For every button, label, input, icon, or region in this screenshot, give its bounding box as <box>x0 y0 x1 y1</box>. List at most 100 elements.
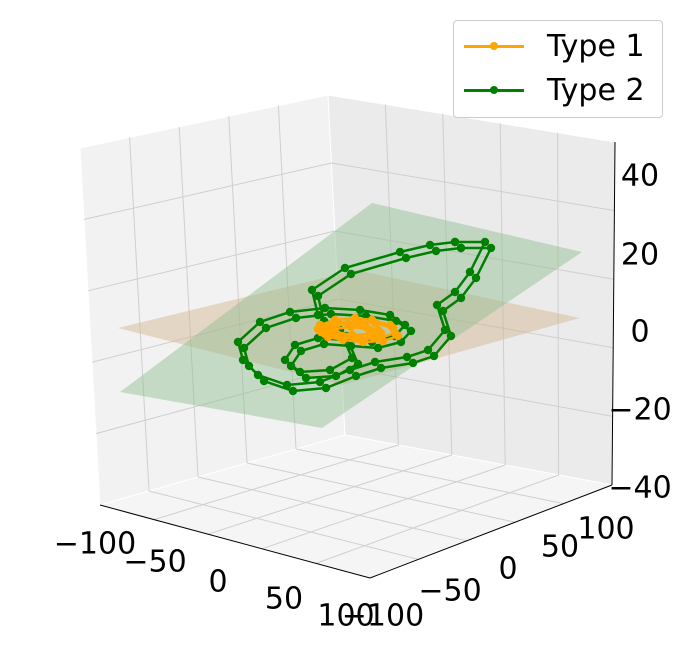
data-point-type-2 <box>331 371 341 381</box>
data-point-type-2 <box>450 287 460 297</box>
x-tick-label: 100 <box>317 599 374 634</box>
data-point-type-2 <box>239 343 249 353</box>
data-point-type-1 <box>333 330 343 340</box>
data-point-type-2 <box>438 306 448 316</box>
z-tick-label: 0 <box>630 315 649 350</box>
data-point-type-2 <box>431 246 441 256</box>
axes-panes <box>79 94 616 579</box>
data-point-type-2 <box>244 361 254 371</box>
legend-item-type-1: Type 1 <box>454 27 662 67</box>
legend-marker-type-2 <box>490 86 498 94</box>
data-point-type-2 <box>450 237 460 247</box>
data-point-type-1 <box>333 318 343 328</box>
right-pane-vgrid <box>384 104 399 446</box>
data-point-type-2 <box>456 293 466 303</box>
data-point-type-2 <box>255 317 265 327</box>
data-point-type-2 <box>261 323 271 333</box>
data-point-type-2 <box>425 240 435 250</box>
left-pane-vgrid <box>129 137 150 492</box>
y-tick-label: −50 <box>418 574 481 609</box>
data-point-type-2 <box>402 352 412 362</box>
data-point-type-2 <box>291 313 301 323</box>
floor-grid-a <box>207 454 452 535</box>
left-pane-hgrid <box>83 162 332 220</box>
data-point-type-2 <box>315 377 325 387</box>
series-type-2 <box>233 237 496 396</box>
data-point-type-1 <box>325 326 335 336</box>
legend-label-type-1: Type 1 <box>547 29 645 64</box>
x-axis-line <box>99 504 371 579</box>
data-point-type-2 <box>296 346 306 356</box>
data-point-type-2 <box>290 340 300 350</box>
data-point-type-2 <box>280 355 290 365</box>
data-point-type-2 <box>395 247 405 257</box>
data-point-type-2 <box>385 310 395 320</box>
z-tick-label: 20 <box>621 238 659 273</box>
data-point-type-2 <box>285 307 295 317</box>
data-point-type-1 <box>376 328 386 338</box>
legend-marker-type-1 <box>490 42 498 50</box>
data-point-type-2 <box>319 339 329 349</box>
y-axis-line <box>369 484 613 579</box>
data-point-type-1 <box>393 331 403 341</box>
right-pane-hgrid <box>338 298 614 349</box>
legend-label-type-2: Type 2 <box>547 73 645 108</box>
series-group <box>233 237 496 396</box>
data-point-type-2 <box>355 305 365 315</box>
data-point-type-2 <box>325 365 335 375</box>
data-point-type-2 <box>370 357 380 367</box>
data-point-type-2 <box>313 291 323 301</box>
legend-item-type-2: Type 2 <box>454 71 662 111</box>
floor-grid-b <box>197 476 467 542</box>
data-point-type-1 <box>316 327 326 337</box>
right-pane-hgrid <box>334 230 614 280</box>
y-tick-label: −100 <box>342 599 424 634</box>
x-tick-label: 50 <box>265 582 303 617</box>
data-point-type-2 <box>465 267 475 277</box>
gridlines <box>83 104 615 564</box>
data-point-type-2 <box>471 273 481 283</box>
data-point-type-2 <box>406 326 416 336</box>
floor-grid-b <box>246 462 516 523</box>
data-point-type-2 <box>238 355 248 365</box>
y-tick-label: 100 <box>577 512 634 547</box>
z-axis-line <box>611 141 616 486</box>
data-point-type-2 <box>408 358 418 368</box>
left-pane-vgrid <box>228 116 248 464</box>
data-point-type-2 <box>259 376 269 386</box>
data-point-type-2 <box>233 337 243 347</box>
data-point-type-2 <box>351 371 361 381</box>
data-point-type-1 <box>368 332 378 342</box>
floor-grid-b <box>148 490 419 560</box>
data-point-type-2 <box>307 285 317 295</box>
data-point-type-2 <box>373 343 383 353</box>
data-point-type-2 <box>346 269 356 279</box>
x-tick-label: −100 <box>54 527 136 562</box>
right-pane-vgrid <box>442 113 453 456</box>
right-pane-vgrid <box>499 123 506 466</box>
legend: Type 1 Type 2 <box>453 20 663 118</box>
y-tick-label: 0 <box>498 552 517 587</box>
floor-grid-a <box>153 444 399 521</box>
left-pane-hgrid <box>91 298 339 363</box>
z-tick-label: −20 <box>608 393 671 428</box>
z-tick-label: 40 <box>621 159 659 194</box>
data-point-type-1 <box>388 323 398 333</box>
data-point-type-2 <box>321 383 331 393</box>
data-point-type-2 <box>456 243 466 253</box>
right-pane-hgrid <box>341 366 613 417</box>
left-pane-hgrid <box>95 366 342 435</box>
right-pane-hgrid <box>331 162 615 212</box>
data-point-type-2 <box>346 341 356 351</box>
data-point-type-2 <box>423 345 433 355</box>
data-point-type-2 <box>320 303 330 313</box>
y-tick-label: 50 <box>541 530 579 565</box>
data-point-type-2 <box>288 386 298 396</box>
data-point-type-2 <box>432 300 442 310</box>
data-point-type-2 <box>480 237 490 247</box>
data-point-type-1 <box>378 336 388 346</box>
data-point-type-2 <box>446 331 456 341</box>
z-tick-label: −40 <box>608 471 671 506</box>
